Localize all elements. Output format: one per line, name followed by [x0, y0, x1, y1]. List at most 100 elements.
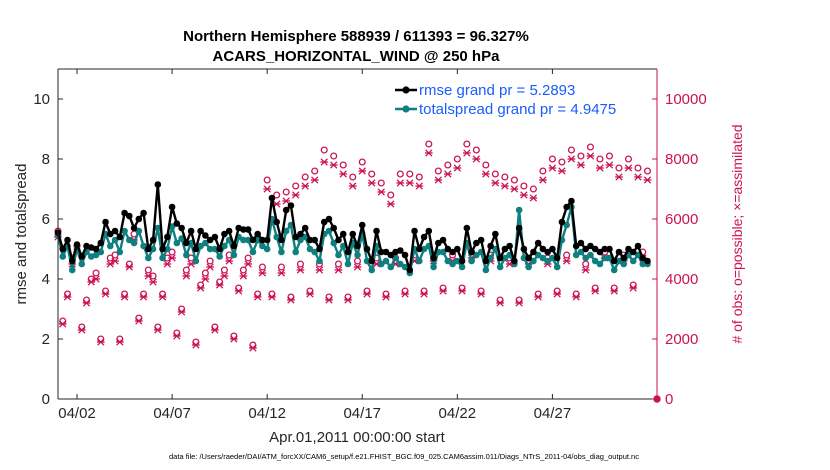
totalspread-point — [206, 245, 214, 253]
obs-assimilated-point — [453, 164, 462, 172]
obs-possible-point — [220, 266, 228, 274]
rmse-point — [263, 236, 271, 244]
rmse-point — [492, 230, 499, 238]
obs-assimilated-point — [144, 272, 153, 280]
obs-assimilated-point — [424, 149, 433, 157]
totalspread-point — [553, 263, 561, 271]
rmse-point — [358, 221, 366, 229]
obs-assimilated-point — [382, 293, 390, 301]
totalspread-point — [240, 236, 247, 244]
chart-subtitle: ACARS_HORIZONTAL_WIND @ 250 hPa — [213, 48, 501, 65]
obs-assimilated-point — [348, 182, 357, 190]
totalspread-point — [591, 257, 599, 265]
totalspread-point — [145, 254, 152, 262]
obs-assimilated-point — [581, 266, 590, 274]
totalspread-point — [639, 260, 647, 268]
obs-assimilated-point — [463, 149, 471, 157]
legend: rmse grand pr = 5.2893 totalspread grand… — [392, 76, 648, 122]
totalspread-point — [354, 251, 361, 259]
rmse-point — [411, 227, 418, 235]
rmse-point — [140, 209, 147, 217]
totalspread-point — [363, 257, 371, 265]
rmse-point — [363, 245, 371, 253]
totalspread-point — [97, 248, 105, 256]
rmse-point — [501, 245, 509, 253]
obs-possible-point — [111, 251, 119, 259]
rmse-point — [135, 215, 143, 223]
obs-possible-point — [586, 143, 594, 151]
rmse-point — [192, 245, 200, 253]
x-tick-label: 04/12 — [248, 405, 286, 422]
obs-possible-point — [539, 167, 547, 175]
totalspread-point — [116, 248, 124, 256]
obs-possible-point — [634, 164, 642, 172]
obs-assimilated-point — [201, 275, 210, 283]
rmse-point — [292, 233, 299, 241]
obs-assimilated-point — [548, 164, 557, 172]
legend-rmse-marker — [402, 86, 410, 94]
obs-possible-point — [330, 152, 338, 160]
obs-possible-point — [301, 173, 309, 181]
totalspread-point — [387, 263, 395, 271]
y-tick-label-left: 10 — [33, 91, 50, 108]
obs-possible-point — [349, 173, 357, 181]
obs-assimilated-point — [415, 182, 424, 190]
totalspread-point — [392, 254, 399, 262]
rmse-point — [477, 236, 485, 244]
rmse-point — [349, 230, 357, 238]
rmse-point — [473, 239, 480, 247]
rmse-point — [530, 248, 537, 256]
obs-assimilated-point — [63, 293, 72, 301]
obs-assimilated-point — [344, 296, 352, 304]
rmse-point — [197, 227, 204, 235]
obs-assimilated-point — [334, 266, 343, 274]
obs-possible-point — [406, 170, 414, 178]
totalspread-point — [520, 254, 528, 262]
totalspread-point — [501, 254, 509, 262]
rmse-point — [634, 242, 642, 250]
rmse-point — [406, 266, 414, 274]
x-tick-label: 04/22 — [439, 405, 477, 422]
obs-possible-point — [558, 158, 566, 166]
y-tick-label-left: 8 — [42, 151, 50, 168]
rmse-point — [59, 245, 67, 253]
totalspread-point — [335, 251, 342, 259]
obs-possible-point — [206, 257, 214, 265]
totalspread-point — [382, 257, 390, 265]
rmse-point — [306, 236, 314, 244]
rmse-point — [121, 209, 128, 217]
obs-assimilated-point — [125, 263, 134, 271]
totalspread-point — [416, 257, 423, 265]
obs-assimilated-point — [643, 176, 652, 184]
rmse-point — [416, 245, 423, 253]
rmse-point — [515, 224, 523, 232]
rmse-point — [216, 245, 223, 253]
rmse-point — [164, 233, 171, 241]
rmse-point — [458, 257, 466, 265]
rmse-point — [629, 248, 637, 256]
obs-possible-point — [296, 260, 305, 268]
obs-assimilated-point — [120, 293, 129, 301]
rmse-point — [154, 181, 162, 188]
rmse-point — [387, 251, 395, 259]
totalspread-point — [577, 248, 585, 256]
obs-assimilated-point — [515, 299, 523, 307]
rmse-point — [354, 242, 361, 250]
rmse-point — [430, 254, 437, 262]
obs-assimilated-point — [158, 293, 167, 301]
obs-assimilated-point — [310, 176, 319, 184]
totalspread-point — [140, 242, 147, 250]
legend-spread-label: totalspread grand pr = 4.9475 — [419, 101, 616, 118]
obs-assimilated-point — [596, 164, 604, 172]
obs-assimilated-point — [339, 170, 348, 178]
obs-possible-point — [491, 170, 499, 178]
obs-possible-point — [277, 263, 285, 271]
obs-assimilated-point — [624, 164, 633, 172]
rmse-point — [468, 248, 475, 256]
obs-assimilated-point — [58, 320, 67, 328]
rmse-point — [78, 253, 86, 260]
obs-assimilated-point — [501, 182, 509, 190]
obs-assimilated-point — [386, 200, 395, 208]
obs-possible-point — [311, 167, 319, 175]
